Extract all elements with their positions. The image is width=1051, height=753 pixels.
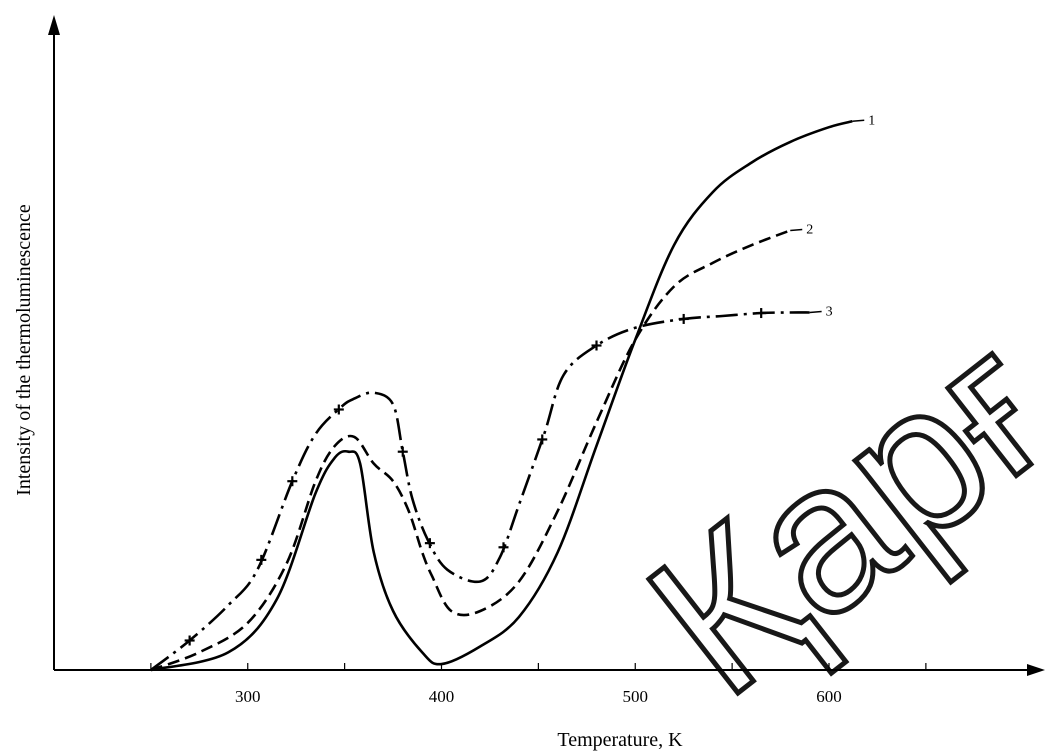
plus-marker — [678, 313, 689, 324]
x-tick-label: 600 — [816, 687, 842, 706]
y-axis-arrow-icon — [48, 15, 60, 35]
plus-marker — [256, 554, 267, 565]
series-label-leader-3 — [809, 310, 822, 314]
curve-1 — [150, 120, 853, 672]
watermark-text: Қарғ — [607, 288, 1051, 739]
series-label-leader-1 — [852, 119, 865, 123]
plus-marker — [424, 538, 435, 549]
plus-marker — [397, 446, 408, 457]
y-axis-title: Intensity of the thermoluminescence — [13, 204, 35, 496]
series-label-3: 3 — [826, 304, 833, 319]
axes — [48, 15, 1045, 676]
plus-marker — [287, 476, 298, 487]
curve-2 — [150, 229, 791, 672]
plus-marker — [498, 542, 509, 553]
curve-3-markers — [184, 308, 767, 646]
plus-marker — [537, 434, 548, 445]
x-tick-label: 300 — [235, 687, 261, 706]
watermark: Қарғ — [605, 285, 1051, 741]
x-axis-arrow-icon — [1027, 664, 1045, 676]
x-axis-title: Temperature, K — [557, 729, 683, 751]
plus-marker — [756, 308, 767, 319]
plus-marker — [333, 404, 344, 415]
series-label-1: 1 — [868, 113, 875, 128]
plus-marker — [184, 635, 195, 646]
plus-marker — [591, 340, 602, 351]
x-tick-label: 400 — [429, 687, 455, 706]
x-tick-label: 500 — [623, 687, 649, 706]
series-label-2: 2 — [806, 222, 813, 237]
series-labels: 1 2 3 — [790, 113, 875, 319]
series-label-leader-2 — [790, 228, 803, 232]
